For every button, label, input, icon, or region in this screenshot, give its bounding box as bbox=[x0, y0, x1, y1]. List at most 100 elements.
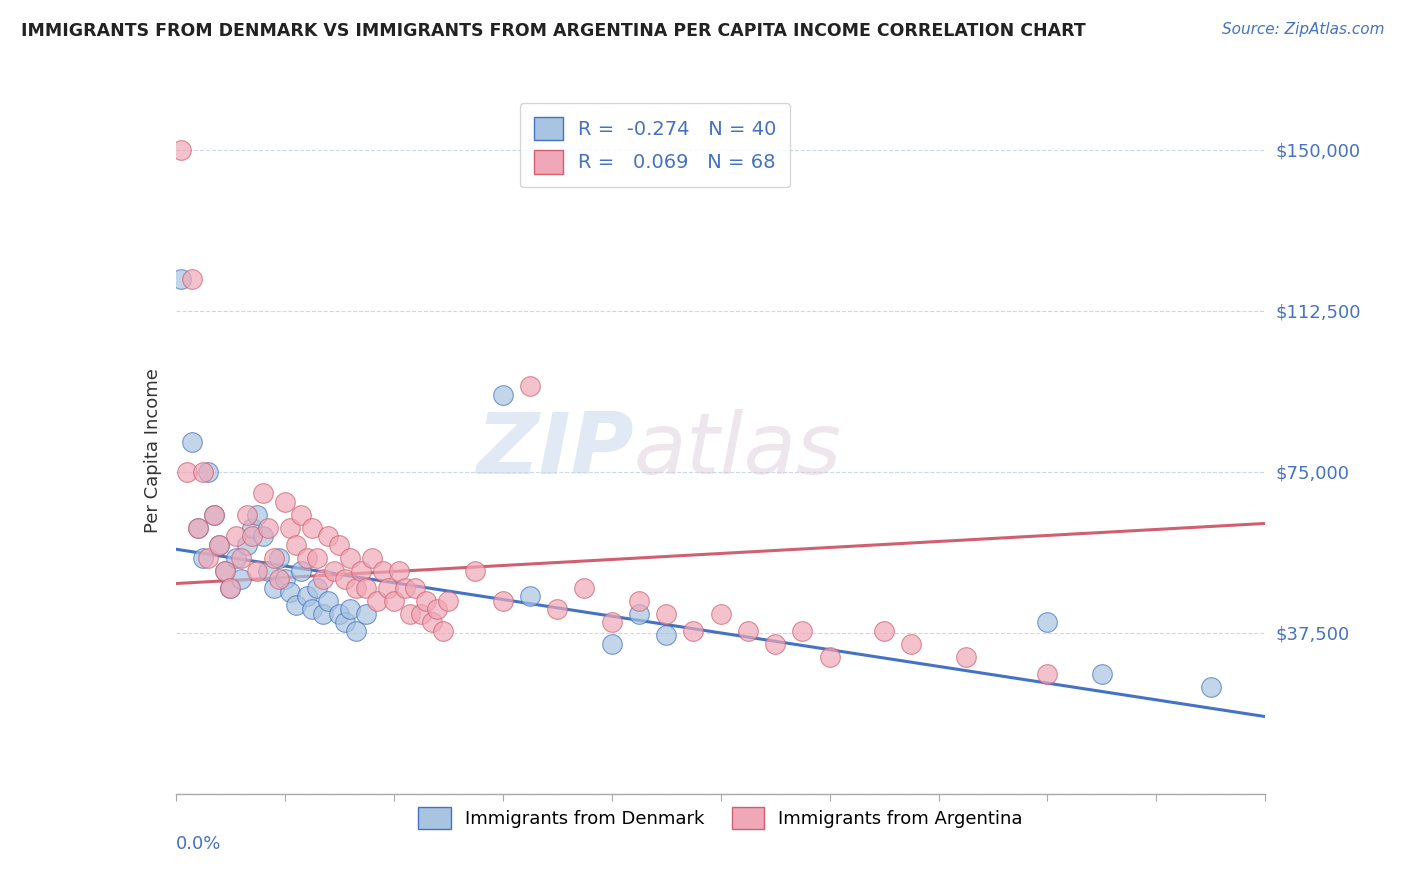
Point bbox=[328, 607, 350, 621]
Point bbox=[519, 379, 541, 393]
Point bbox=[278, 585, 301, 599]
Point bbox=[627, 607, 650, 621]
Point bbox=[399, 607, 422, 621]
Point bbox=[312, 607, 335, 621]
Point bbox=[284, 538, 307, 552]
Point bbox=[235, 538, 257, 552]
Text: Source: ZipAtlas.com: Source: ZipAtlas.com bbox=[1222, 22, 1385, 37]
Text: ZIP: ZIP bbox=[475, 409, 633, 492]
Point bbox=[246, 508, 269, 522]
Point bbox=[492, 387, 515, 401]
Point bbox=[252, 529, 274, 543]
Point bbox=[219, 581, 242, 595]
Point bbox=[301, 602, 323, 616]
Point bbox=[818, 649, 841, 664]
Point bbox=[360, 550, 382, 565]
Text: 0.0%: 0.0% bbox=[176, 835, 221, 853]
Point bbox=[655, 607, 678, 621]
Point bbox=[257, 521, 280, 535]
Point bbox=[600, 637, 623, 651]
Point bbox=[328, 538, 350, 552]
Point bbox=[301, 521, 323, 535]
Point bbox=[371, 564, 394, 578]
Point bbox=[415, 593, 437, 607]
Point bbox=[181, 434, 204, 449]
Point bbox=[377, 581, 399, 595]
Point bbox=[219, 581, 242, 595]
Legend: Immigrants from Denmark, Immigrants from Argentina: Immigrants from Denmark, Immigrants from… bbox=[411, 800, 1031, 837]
Point bbox=[464, 564, 486, 578]
Point bbox=[191, 465, 214, 479]
Point bbox=[240, 529, 263, 543]
Text: IMMIGRANTS FROM DENMARK VS IMMIGRANTS FROM ARGENTINA PER CAPITA INCOME CORRELATI: IMMIGRANTS FROM DENMARK VS IMMIGRANTS FR… bbox=[21, 22, 1085, 40]
Text: atlas: atlas bbox=[633, 409, 841, 492]
Point bbox=[432, 624, 454, 638]
Point bbox=[263, 581, 285, 595]
Point bbox=[339, 602, 361, 616]
Point bbox=[290, 564, 312, 578]
Point bbox=[240, 521, 263, 535]
Point bbox=[307, 550, 329, 565]
Point bbox=[344, 581, 367, 595]
Point bbox=[269, 572, 291, 586]
Point bbox=[382, 593, 405, 607]
Point bbox=[546, 602, 568, 616]
Point bbox=[1199, 680, 1222, 694]
Point bbox=[312, 572, 335, 586]
Point bbox=[269, 550, 291, 565]
Point bbox=[191, 550, 214, 565]
Point bbox=[405, 581, 427, 595]
Point bbox=[420, 615, 443, 630]
Point bbox=[350, 564, 373, 578]
Point bbox=[900, 637, 922, 651]
Point bbox=[202, 508, 225, 522]
Point bbox=[873, 624, 896, 638]
Point bbox=[1091, 666, 1114, 681]
Y-axis label: Per Capita Income: Per Capita Income bbox=[143, 368, 162, 533]
Point bbox=[519, 590, 541, 604]
Point bbox=[366, 593, 388, 607]
Point bbox=[1036, 615, 1059, 630]
Point bbox=[186, 521, 209, 535]
Point bbox=[394, 581, 416, 595]
Point bbox=[307, 581, 329, 595]
Point bbox=[284, 598, 307, 612]
Point bbox=[682, 624, 704, 638]
Point bbox=[231, 572, 253, 586]
Point bbox=[955, 649, 977, 664]
Point bbox=[333, 615, 356, 630]
Point bbox=[170, 143, 193, 157]
Point bbox=[274, 572, 297, 586]
Point bbox=[278, 521, 301, 535]
Point bbox=[295, 550, 318, 565]
Point bbox=[197, 465, 219, 479]
Point bbox=[225, 550, 247, 565]
Point bbox=[655, 628, 678, 642]
Point bbox=[257, 564, 280, 578]
Point bbox=[333, 572, 356, 586]
Point bbox=[214, 564, 236, 578]
Point bbox=[388, 564, 411, 578]
Point bbox=[176, 465, 198, 479]
Point bbox=[231, 550, 253, 565]
Point bbox=[208, 538, 231, 552]
Point bbox=[600, 615, 623, 630]
Point bbox=[197, 550, 219, 565]
Point bbox=[737, 624, 759, 638]
Point bbox=[186, 521, 209, 535]
Point bbox=[181, 271, 204, 285]
Point bbox=[290, 508, 312, 522]
Point bbox=[409, 607, 432, 621]
Point bbox=[574, 581, 596, 595]
Point bbox=[208, 538, 231, 552]
Point bbox=[627, 593, 650, 607]
Point bbox=[202, 508, 225, 522]
Point bbox=[356, 607, 378, 621]
Point bbox=[225, 529, 247, 543]
Point bbox=[1036, 666, 1059, 681]
Point bbox=[437, 593, 460, 607]
Point bbox=[710, 607, 733, 621]
Point bbox=[235, 508, 257, 522]
Point bbox=[339, 550, 361, 565]
Point bbox=[252, 486, 274, 500]
